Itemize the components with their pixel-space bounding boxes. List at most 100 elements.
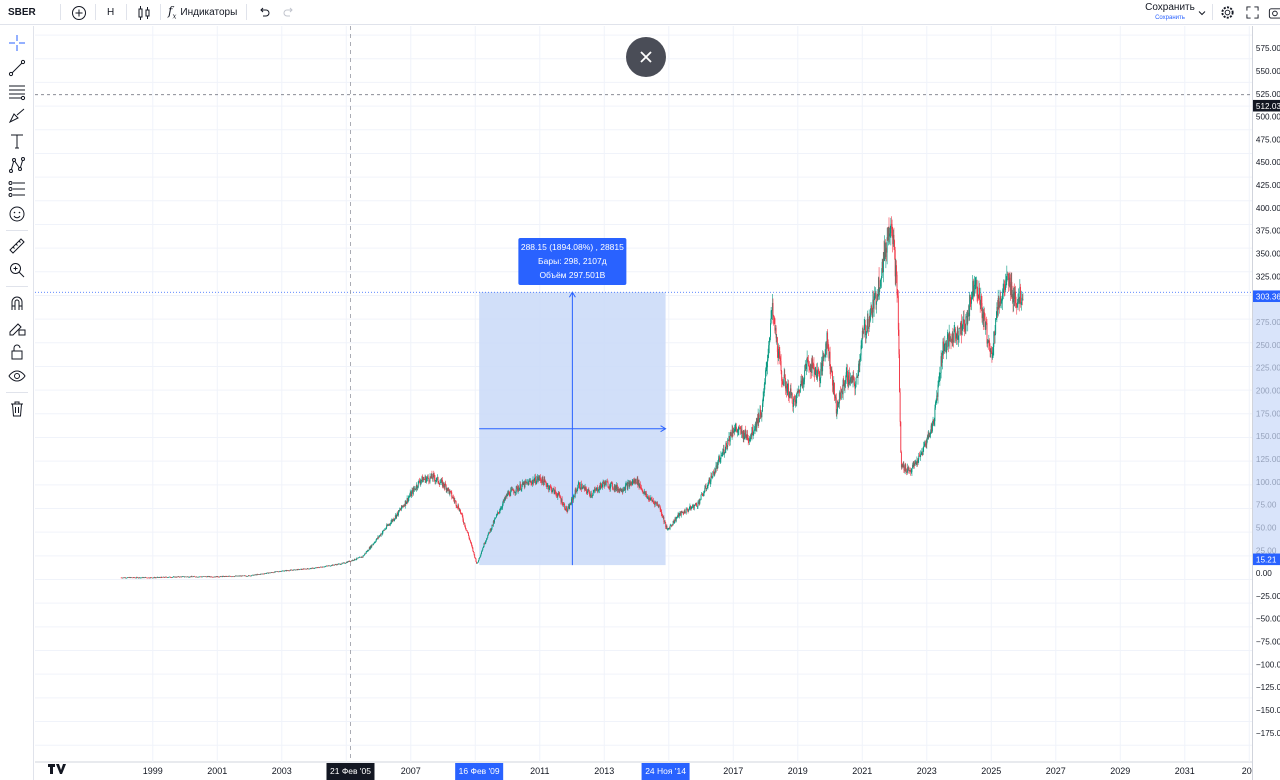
- candle-body: [931, 425, 933, 432]
- candle-down: [174, 576, 175, 578]
- candle-body: [709, 481, 711, 484]
- candle-body: [866, 330, 868, 334]
- candle-down: [389, 523, 391, 526]
- candle-body: [260, 573, 262, 575]
- candle-body: [198, 576, 200, 578]
- candle-body: [442, 480, 443, 487]
- candle-body: [400, 509, 402, 510]
- candle-body: [423, 479, 425, 480]
- chart-type-button[interactable]: [137, 0, 151, 25]
- interval-button[interactable]: Н: [107, 7, 115, 18]
- lock-drawing-tool[interactable]: [7, 317, 27, 337]
- candle-body: [793, 398, 795, 400]
- candle-up: [283, 570, 285, 572]
- candle-body: [504, 497, 506, 499]
- candle-down: [594, 486, 596, 492]
- candle-body: [319, 567, 321, 568]
- candle-body: [878, 277, 880, 292]
- candle-body: [190, 576, 192, 577]
- candle-up: [515, 485, 517, 495]
- candle-body: [630, 481, 632, 486]
- candle-up: [141, 577, 143, 579]
- candle-body: [232, 576, 234, 577]
- candle-down: [220, 575, 222, 577]
- candle-body: [711, 475, 713, 478]
- crosshair-tool[interactable]: [7, 33, 27, 53]
- unlock-tool[interactable]: [7, 342, 27, 362]
- candle-up: [414, 486, 415, 492]
- candle-body: [538, 476, 540, 479]
- candle-body: [977, 296, 979, 298]
- measure-end-date-badge-bg: [641, 763, 690, 780]
- candle-body: [133, 577, 135, 578]
- candle-body: [809, 365, 811, 371]
- candle-body: [131, 577, 133, 579]
- save-button[interactable]: Сохранить Сохранить: [1140, 2, 1200, 22]
- candle-body: [254, 574, 256, 576]
- visibility-tool[interactable]: [7, 366, 27, 386]
- candle-body: [381, 533, 383, 535]
- compare-button[interactable]: [71, 0, 87, 25]
- candle-up: [383, 529, 384, 532]
- candle-body: [165, 576, 167, 578]
- candle-body: [765, 370, 767, 379]
- candle-up: [683, 509, 685, 514]
- candle-up: [881, 258, 883, 278]
- candle-body: [865, 333, 867, 336]
- candle-up: [376, 538, 378, 541]
- candle-body: [264, 573, 265, 575]
- projection-tool[interactable]: [7, 179, 27, 199]
- candle-body: [864, 324, 866, 328]
- indicators-button[interactable]: fx Индикаторы: [168, 0, 237, 25]
- remove-drawings-tool[interactable]: [7, 399, 27, 419]
- ruler-tool[interactable]: [7, 236, 27, 256]
- candle-up: [707, 482, 709, 490]
- candle-body: [1013, 292, 1015, 300]
- emoji-tool[interactable]: [7, 204, 27, 224]
- candle-up: [425, 476, 427, 484]
- fullscreen-button[interactable]: [1246, 0, 1259, 25]
- magnet-tool[interactable]: [7, 293, 27, 313]
- candle-body: [881, 261, 883, 277]
- candle-up: [253, 574, 255, 576]
- zoom-tool[interactable]: [7, 260, 27, 280]
- pattern-tool[interactable]: [7, 155, 27, 175]
- candle-up: [623, 486, 625, 491]
- save-menu-button[interactable]: [1198, 0, 1206, 25]
- candle-body: [534, 476, 536, 481]
- candle-body: [906, 472, 908, 473]
- y-tick-label: −150.00: [1256, 706, 1280, 715]
- price-chart[interactable]: 1999200120032005200720092011201320152017…: [35, 26, 1252, 780]
- text-tool[interactable]: [7, 131, 27, 151]
- candle-up: [632, 479, 634, 486]
- candle-body: [997, 298, 999, 316]
- candle-body: [120, 577, 122, 579]
- candle-body: [611, 482, 613, 484]
- candle-body: [634, 479, 636, 482]
- candle-down: [877, 293, 879, 301]
- candle-body: [995, 318, 997, 334]
- fib-tool[interactable]: [7, 82, 27, 102]
- candle-body: [672, 520, 674, 525]
- brush-tool[interactable]: [7, 106, 27, 126]
- settings-button[interactable]: [1220, 0, 1235, 25]
- symbol-label[interactable]: SBER: [8, 7, 36, 18]
- candle-up: [621, 488, 623, 493]
- candle-down: [743, 429, 745, 443]
- candle-body: [685, 509, 687, 513]
- snapshot-button[interactable]: [1268, 0, 1280, 25]
- candle-body: [135, 577, 137, 579]
- undo-button[interactable]: [257, 0, 271, 25]
- redo-button[interactable]: [282, 0, 296, 25]
- candle-body: [603, 483, 605, 487]
- candle-body: [348, 560, 350, 562]
- price-scale[interactable]: 575.00550.00525.00500.00475.00450.00425.…: [1252, 26, 1280, 780]
- candle-body: [852, 375, 854, 383]
- close-measure-button[interactable]: [626, 37, 666, 77]
- candle-body: [680, 512, 682, 516]
- candle-body: [397, 512, 399, 516]
- candle-body: [321, 567, 323, 568]
- candle-body: [262, 573, 264, 575]
- candle-up: [906, 468, 908, 473]
- trend-line-tool[interactable]: [7, 58, 27, 78]
